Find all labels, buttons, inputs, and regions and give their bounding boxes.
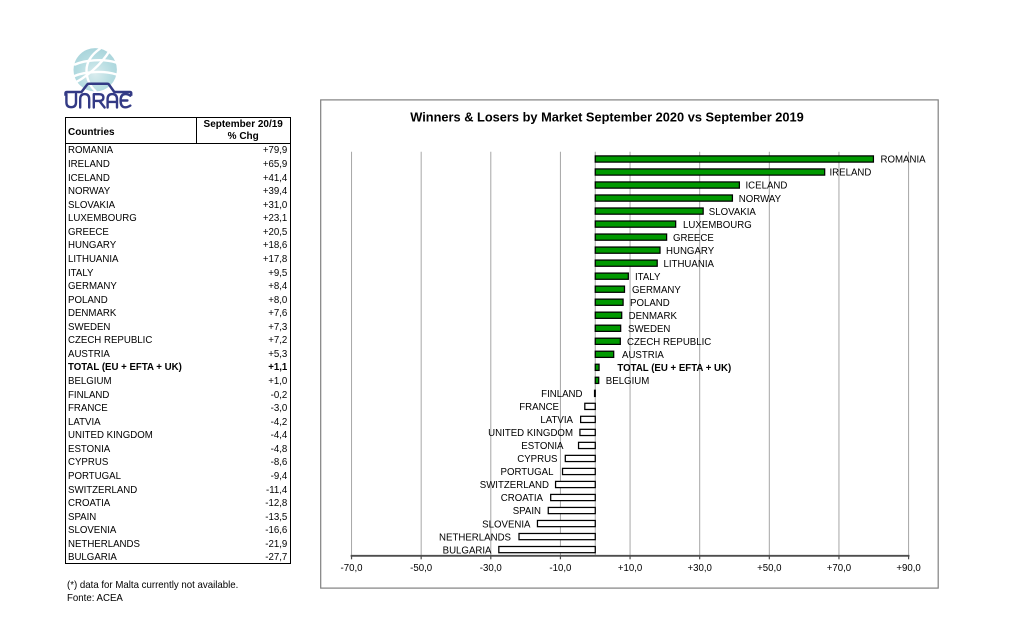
svg-text:+10,0: +10,0 bbox=[618, 563, 643, 574]
svg-text:+30,0: +30,0 bbox=[687, 563, 712, 574]
svg-text:NETHERLANDS: NETHERLANDS bbox=[439, 532, 511, 543]
svg-text:-10,0: -10,0 bbox=[549, 563, 571, 574]
svg-text:-70,0: -70,0 bbox=[341, 563, 363, 574]
svg-text:BELGIUM: BELGIUM bbox=[606, 376, 649, 387]
svg-text:CROATIA: CROATIA bbox=[501, 493, 544, 504]
svg-text:UNITED KINGDOM: UNITED KINGDOM bbox=[488, 428, 573, 439]
svg-text:Winners & Losers by Market Sep: Winners & Losers by Market September 202… bbox=[410, 109, 804, 124]
svg-text:GREECE: GREECE bbox=[673, 233, 714, 244]
svg-text:CYPRUS: CYPRUS bbox=[517, 454, 558, 465]
svg-text:ITALY: ITALY bbox=[635, 272, 661, 283]
svg-text:BULGARIA: BULGARIA bbox=[443, 545, 492, 556]
svg-text:GERMANY: GERMANY bbox=[632, 285, 681, 296]
svg-text:IRELAND: IRELAND bbox=[830, 167, 872, 178]
svg-text:+90,0: +90,0 bbox=[896, 563, 921, 574]
svg-text:-30,0: -30,0 bbox=[480, 563, 502, 574]
svg-text:POLAND: POLAND bbox=[630, 298, 670, 309]
svg-text:SWEDEN: SWEDEN bbox=[628, 324, 670, 335]
svg-text:HUNGARY: HUNGARY bbox=[666, 246, 714, 257]
svg-text:DENMARK: DENMARK bbox=[629, 311, 678, 322]
svg-text:SLOVENIA: SLOVENIA bbox=[482, 519, 531, 530]
svg-text:LITHUANIA: LITHUANIA bbox=[664, 259, 715, 270]
svg-text:ICELAND: ICELAND bbox=[746, 180, 788, 191]
svg-text:LATVIA: LATVIA bbox=[540, 415, 573, 426]
svg-text:PORTUGAL: PORTUGAL bbox=[501, 467, 554, 478]
svg-text:+70,0: +70,0 bbox=[827, 563, 852, 574]
svg-text:-50,0: -50,0 bbox=[410, 563, 432, 574]
svg-text:SPAIN: SPAIN bbox=[513, 506, 541, 517]
svg-text:FRANCE: FRANCE bbox=[519, 402, 559, 413]
svg-text:SWITZERLAND: SWITZERLAND bbox=[480, 480, 549, 491]
svg-text:FINLAND: FINLAND bbox=[541, 389, 582, 400]
svg-text:ESTONIA: ESTONIA bbox=[521, 441, 564, 452]
svg-text:CZECH REPUBLIC: CZECH REPUBLIC bbox=[627, 337, 711, 348]
svg-text:NORWAY: NORWAY bbox=[739, 194, 782, 205]
svg-text:AUSTRIA: AUSTRIA bbox=[622, 350, 664, 361]
svg-text:TOTAL (EU + EFTA + UK): TOTAL (EU + EFTA + UK) bbox=[617, 363, 731, 374]
svg-text:LUXEMBOURG: LUXEMBOURG bbox=[683, 220, 752, 231]
svg-text:+50,0: +50,0 bbox=[757, 563, 782, 574]
svg-text:SLOVAKIA: SLOVAKIA bbox=[709, 207, 756, 218]
svg-text:ROMANIA: ROMANIA bbox=[881, 154, 926, 165]
